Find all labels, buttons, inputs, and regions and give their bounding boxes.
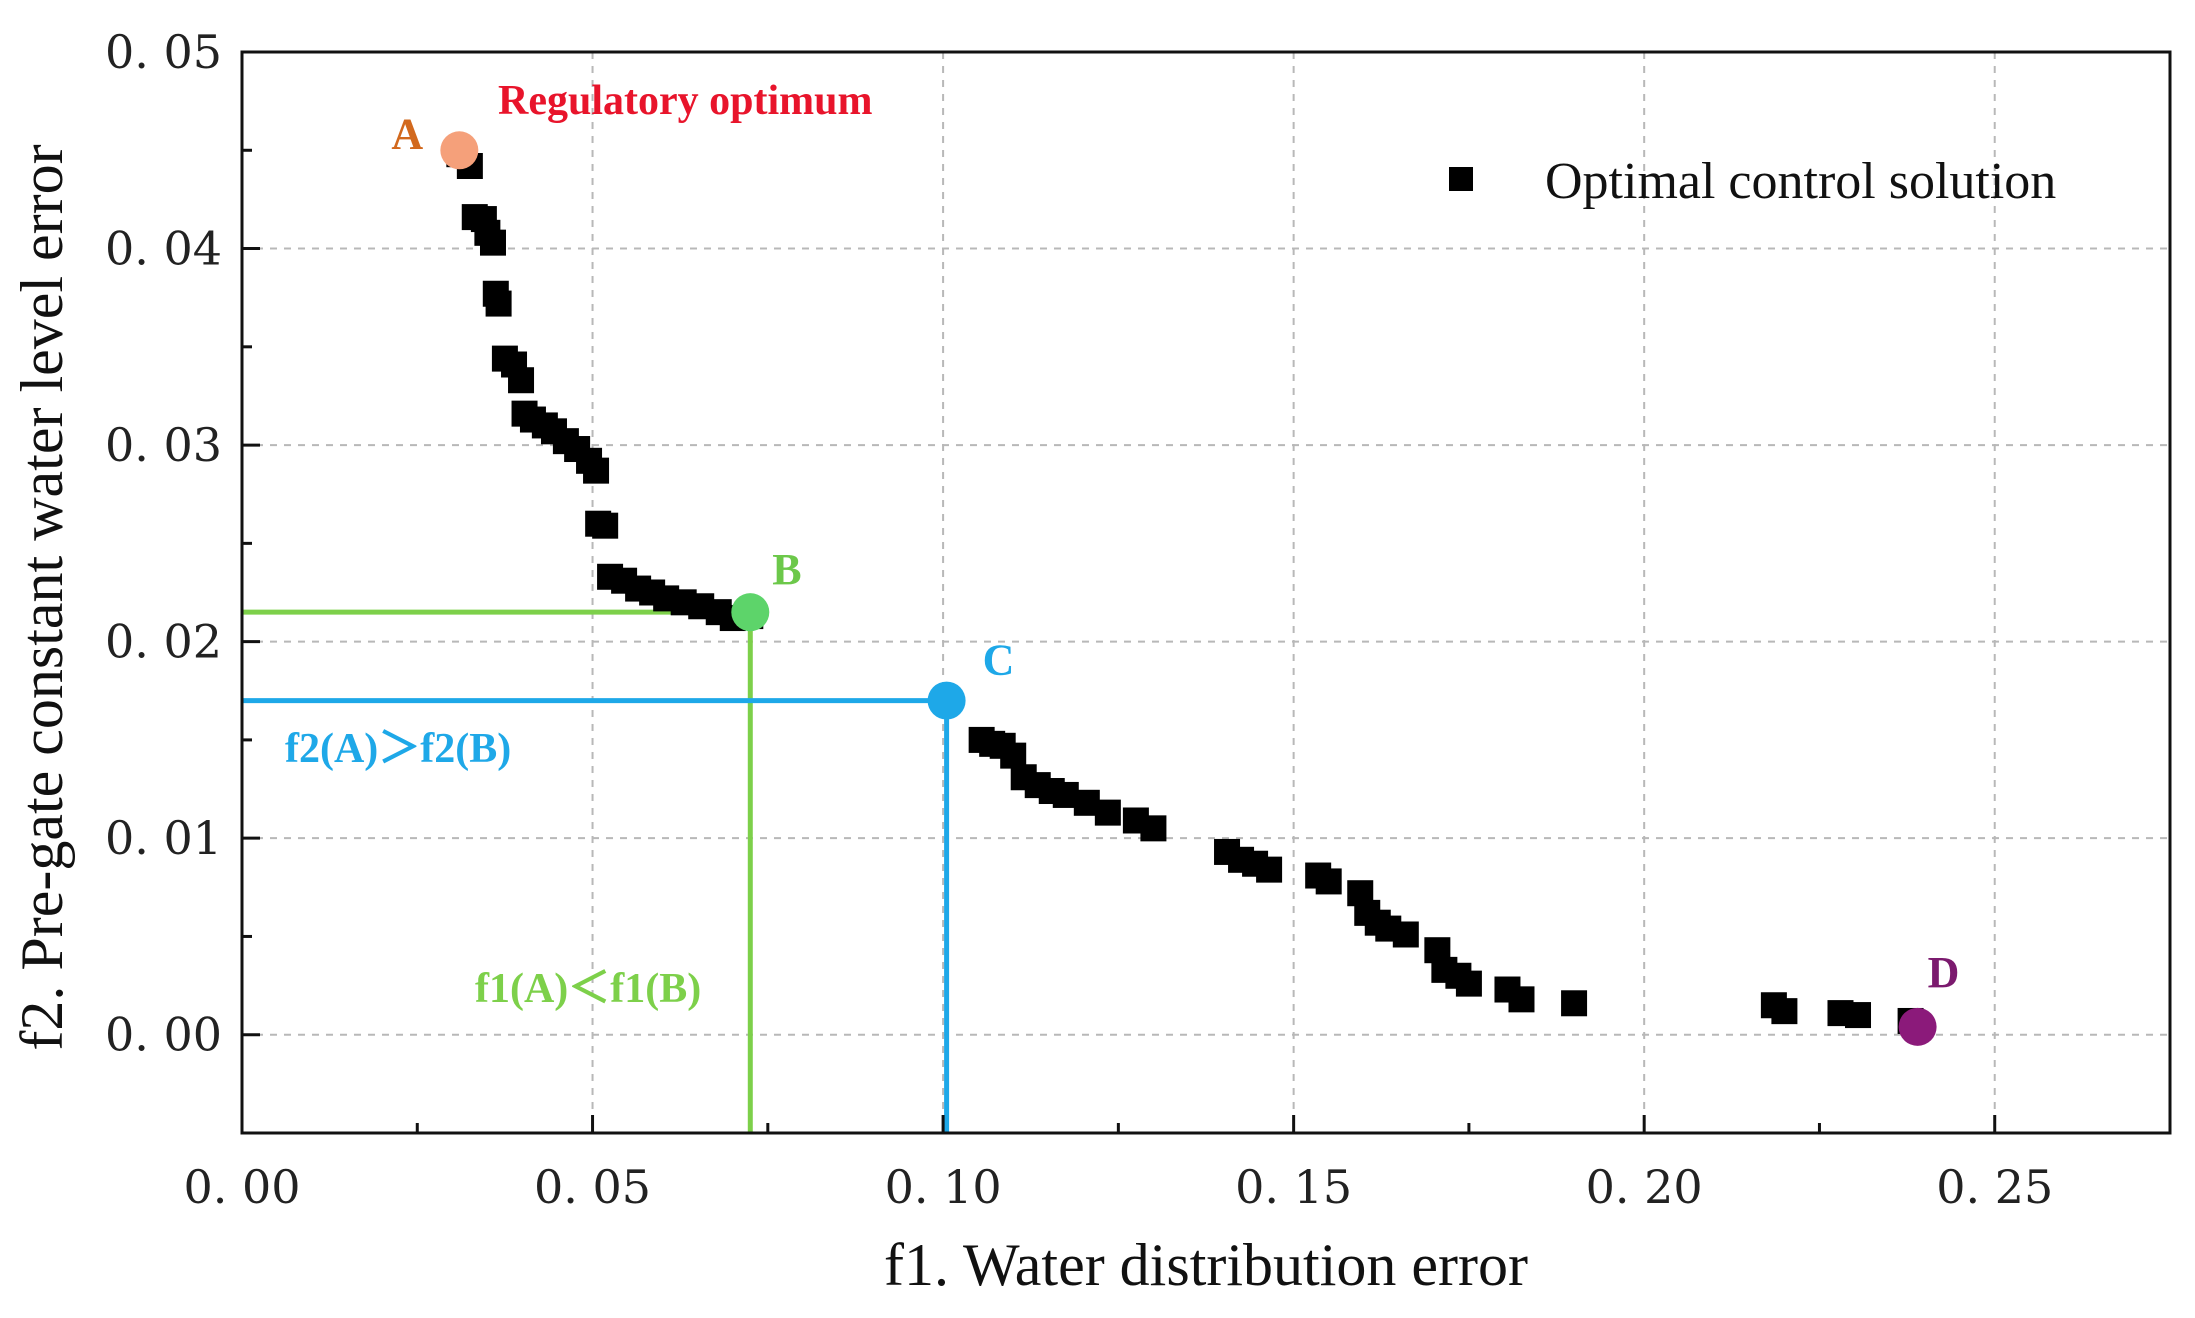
grid-lines <box>242 52 2170 1133</box>
data-point <box>485 290 512 317</box>
point-label-b: B <box>772 545 801 594</box>
x-tick-label: 0. 05 <box>534 1160 651 1214</box>
data-point <box>479 229 506 256</box>
y-axis-title: f2. Pre-gate constant water level error <box>9 144 75 1050</box>
y-tick-label: 0. 04 <box>105 222 222 276</box>
x-tick-label: 0. 20 <box>1586 1160 1703 1214</box>
y-tick-label: 0. 02 <box>105 615 222 669</box>
x-tick-label: 0. 10 <box>885 1160 1002 1214</box>
y-tick-label: 0. 01 <box>105 811 222 865</box>
legend-label: Optimal control solution <box>1545 153 2056 210</box>
x-tick-label: 0. 25 <box>1936 1160 2053 1214</box>
point-label-d: D <box>1928 948 1960 997</box>
plot-frame <box>240 50 2172 1135</box>
annotation-f1-comparison: f1(A)＜f1(B) <box>475 966 701 1012</box>
axis-ticks <box>240 50 2172 1135</box>
annotation-f2-comparison: f2(A)＞f2(B) <box>285 726 511 772</box>
annotation-regulatory-optimum: Regulatory optimum <box>498 78 872 124</box>
data-points <box>446 141 1924 1034</box>
x-tick-label: 0. 15 <box>1235 1160 1352 1214</box>
reference-lines <box>242 609 950 1133</box>
point-label-a: A <box>391 109 423 158</box>
y-tick-label: 0. 00 <box>105 1008 222 1062</box>
data-point <box>1315 868 1342 895</box>
data-point <box>1140 815 1167 842</box>
data-point <box>1455 970 1482 997</box>
data-point <box>1508 986 1535 1013</box>
data-point <box>1561 990 1588 1017</box>
x-axis-title: f1. Water distribution error <box>884 1232 1528 1298</box>
y-tick-label: 0. 03 <box>105 418 222 472</box>
data-point <box>592 512 619 539</box>
highlight-point-c <box>927 681 966 720</box>
legend-marker-square <box>1449 167 1473 191</box>
data-point <box>583 457 610 484</box>
legend: Optimal control solution <box>1449 153 2056 210</box>
data-point <box>1256 856 1283 883</box>
data-point <box>1392 921 1419 948</box>
x-tick-label: 0. 00 <box>183 1160 300 1214</box>
highlight-point-d <box>1898 1007 1937 1046</box>
tick-labels: 0. 00 0. 05 0. 10 0. 15 0. 20 0. 25 0. 00 0. 01… <box>105 25 2053 1214</box>
highlight-point-b <box>731 593 770 632</box>
data-point <box>1771 998 1798 1025</box>
highlight-point-a <box>440 131 479 170</box>
highlight-points: A B C D <box>391 109 1959 1046</box>
data-point <box>1094 799 1121 826</box>
y-tick-label: 0. 05 <box>105 25 222 79</box>
data-point <box>508 367 535 394</box>
data-point <box>1845 1002 1872 1029</box>
point-label-c: C <box>983 636 1015 685</box>
